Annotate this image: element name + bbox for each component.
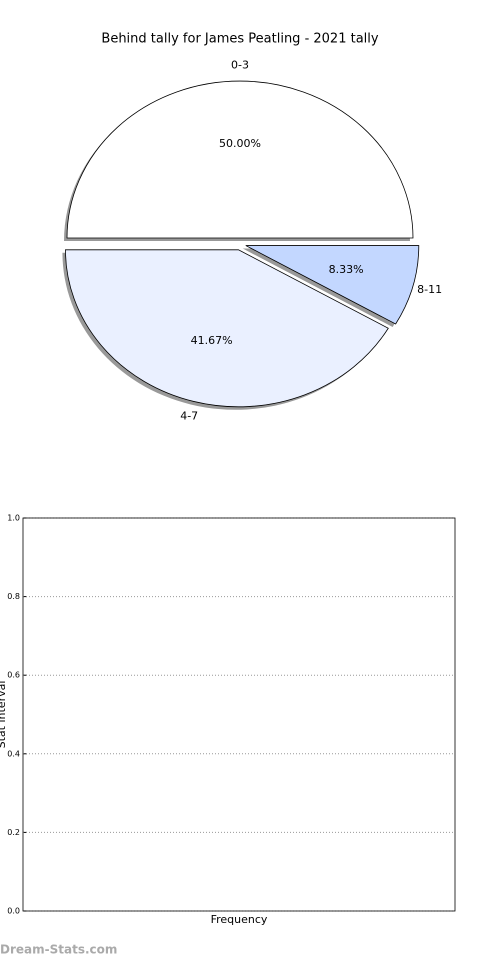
slice xyxy=(245,245,420,325)
y-tick-label: 0.8 xyxy=(7,592,20,601)
y-tick-label: 0.2 xyxy=(7,828,20,837)
slice xyxy=(65,249,389,408)
slice xyxy=(66,80,414,239)
slice-label: 0-3 xyxy=(231,58,249,71)
y-axis-label: Stat interval xyxy=(0,681,8,749)
plot-frame xyxy=(22,517,456,912)
slice-value-label: 8.33% xyxy=(329,263,364,276)
slice-label: 4-7 xyxy=(180,410,198,423)
y-tick-label: 0.6 xyxy=(7,671,20,680)
x-axis-label: Frequency xyxy=(211,913,268,926)
y-tick-label: 1.0 xyxy=(7,514,20,523)
y-tick-label: 0.0 xyxy=(7,907,20,916)
slice-label: 8-11 xyxy=(417,283,442,296)
slice-value-label: 50.00% xyxy=(219,137,261,150)
slice-value-label: 41.67% xyxy=(191,334,233,347)
pie-title: Behind tally for James Peatling - 2021 t… xyxy=(101,32,378,47)
y-tick-label: 0.4 xyxy=(7,749,20,758)
watermark: Dream-Stats.com xyxy=(0,943,117,957)
